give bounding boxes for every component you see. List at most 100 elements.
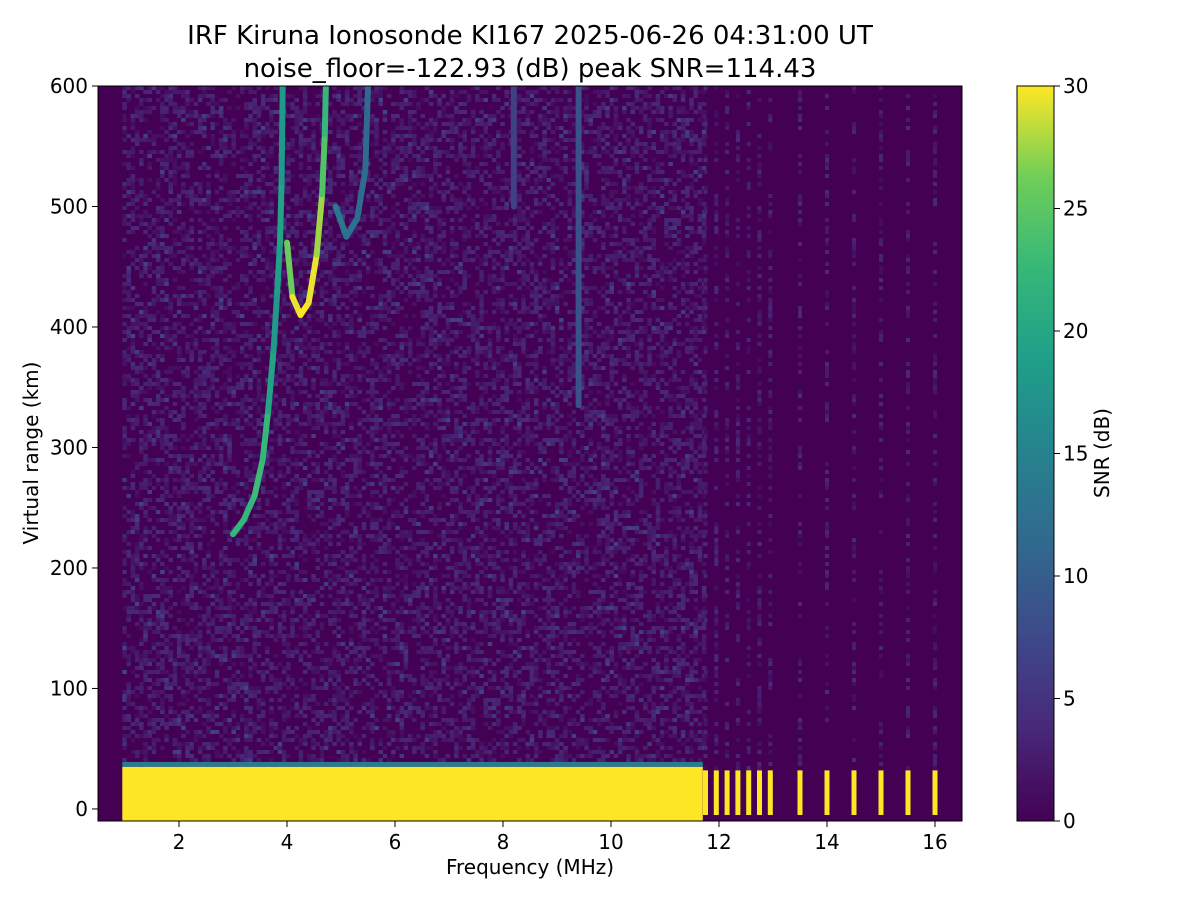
noise-cell: [365, 254, 371, 258]
noise-cell: [386, 594, 392, 598]
noise-cell: [143, 266, 148, 270]
noise-cell: [155, 258, 161, 262]
noise-cell: [176, 590, 182, 594]
noise-cell: [386, 450, 392, 454]
noise-cell: [298, 626, 304, 630]
noise-cell: [370, 142, 375, 146]
noise-cell: [357, 98, 362, 102]
noise-cell: [265, 630, 270, 634]
noise-cell: [206, 330, 211, 334]
noise-cell: [218, 658, 224, 662]
noise-cell: [344, 646, 350, 650]
noise-cell: [218, 734, 224, 738]
noise-cell: [235, 314, 241, 318]
noise-cell: [302, 250, 308, 254]
noise-cell: [294, 118, 299, 122]
noise-cell: [395, 182, 400, 186]
noise-cell: [349, 642, 354, 646]
noise-cell: [290, 478, 295, 482]
noise-cell: [181, 186, 186, 190]
noise-cell: [248, 254, 253, 258]
noise-cell: [181, 302, 186, 306]
noise-cell: [139, 734, 144, 738]
noise-cell: [290, 230, 295, 234]
noise-cell: [281, 482, 287, 486]
noise-cell: [340, 586, 346, 590]
noise-cell: [143, 422, 148, 426]
noise-cell: [181, 410, 186, 414]
noise-cell: [391, 150, 396, 154]
noise-cell: [269, 678, 274, 682]
noise-cell: [307, 198, 312, 202]
noise-cell: [361, 678, 367, 682]
noise-cell: [223, 502, 228, 506]
noise-cell: [244, 602, 249, 606]
noise-cell: [218, 402, 224, 406]
noise-cell: [374, 678, 379, 682]
noise-cell: [206, 202, 211, 206]
noise-cell: [328, 726, 333, 730]
noise-cell: [185, 402, 190, 406]
noise-cell: [290, 258, 295, 262]
noise-cell: [202, 266, 207, 270]
noise-cell: [189, 638, 194, 642]
noise-cell: [323, 746, 329, 750]
noise-cell: [155, 370, 161, 374]
noise-cell: [294, 734, 299, 738]
noise-cell: [122, 354, 127, 358]
noise-cell: [155, 462, 161, 466]
noise-cell: [181, 486, 186, 490]
noise-cell: [189, 218, 194, 222]
noise-cell: [265, 690, 270, 694]
noise-cell: [231, 146, 236, 150]
noise-cell: [353, 174, 358, 178]
noise-cell: [361, 350, 367, 354]
noise-cell: [130, 154, 136, 158]
noise-cell: [244, 438, 249, 442]
noise-cell: [315, 406, 320, 410]
noise-cell: [147, 362, 152, 366]
noise-cell: [315, 310, 320, 314]
noise-cell: [172, 454, 178, 458]
noise-cell: [294, 230, 299, 234]
noise-cell: [227, 446, 232, 450]
noise-cell: [328, 118, 333, 122]
noise-cell: [248, 686, 253, 690]
noise-cell: [130, 262, 136, 266]
noise-cell: [235, 626, 241, 630]
noise-cell: [160, 626, 165, 630]
noise-cell: [332, 330, 337, 334]
noise-cell: [256, 114, 262, 118]
noise-cell: [172, 86, 178, 90]
noise-cell: [269, 206, 274, 210]
noise-cell: [286, 142, 291, 146]
noise-cell: [277, 546, 283, 550]
noise-cell: [386, 94, 392, 98]
noise-cell: [256, 534, 262, 538]
noise-cell: [252, 642, 257, 646]
noise-cell: [294, 194, 299, 198]
noise-cell: [160, 206, 165, 210]
noise-cell: [223, 626, 228, 630]
noise-cell: [126, 606, 131, 610]
noise-cell: [340, 630, 346, 634]
noise-cell: [290, 354, 295, 358]
noise-cell: [151, 318, 157, 322]
noise-cell: [147, 594, 152, 598]
noise-cell: [197, 298, 203, 302]
noise-cell: [143, 510, 148, 514]
noise-cell: [382, 618, 388, 622]
noise-cell: [340, 590, 346, 594]
noise-cell: [336, 90, 341, 94]
noise-cell: [361, 342, 367, 346]
noise-cell: [164, 502, 169, 506]
noise-cell: [332, 454, 337, 458]
noise-cell: [218, 158, 224, 162]
noise-cell: [269, 126, 274, 130]
noise-cell: [122, 590, 127, 594]
noise-cell: [151, 246, 157, 250]
noise-cell: [206, 542, 211, 546]
noise-cell: [185, 454, 190, 458]
noise-cell: [160, 198, 165, 202]
noise-cell: [281, 626, 287, 630]
